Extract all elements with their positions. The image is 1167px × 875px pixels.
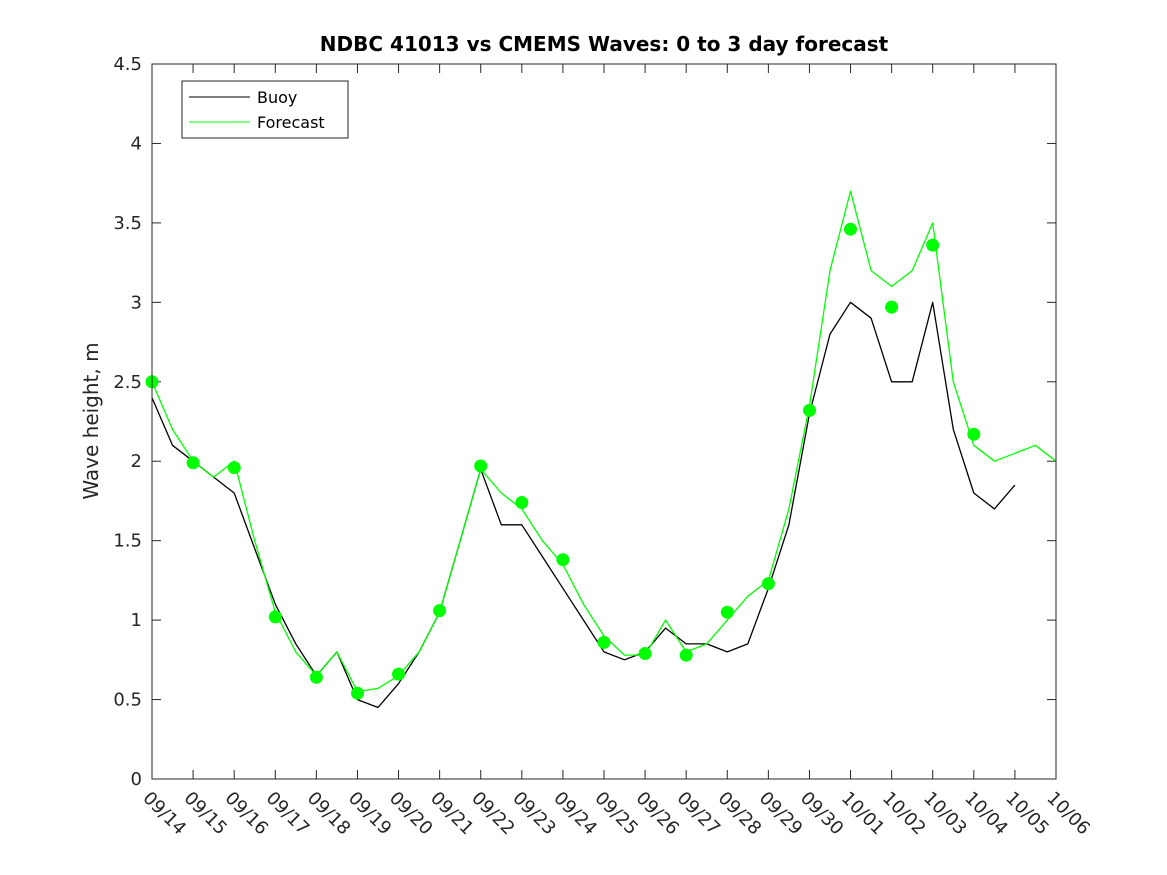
forecast-start-marker — [803, 403, 816, 417]
forecast-start-marker — [967, 427, 981, 441]
y-tick-label: 0.5 — [113, 690, 142, 711]
forecast-start-marker — [186, 456, 200, 470]
y-tick-label: 4.5 — [113, 54, 142, 75]
forecast-start-marker — [761, 577, 775, 591]
legend-buoy-label: Buoy — [257, 88, 297, 107]
legend-box — [181, 80, 349, 139]
forecast-start-marker — [515, 496, 529, 509]
forecast-start-marker — [885, 300, 899, 314]
forecast-start-marker — [351, 686, 364, 700]
forecast-start-marker — [556, 553, 570, 567]
y-tick-label: 0 — [131, 769, 142, 790]
y-tick-label: 3.5 — [113, 213, 142, 234]
y-tick-label: 2 — [131, 451, 142, 472]
legend-forecast-label: Forecast — [257, 113, 325, 132]
legend: Buoy Forecast — [181, 80, 349, 139]
forecast-start-marker — [433, 604, 447, 618]
forecast-start-marker — [227, 461, 241, 475]
axes-frame — [151, 63, 1057, 780]
forecast-start-marker — [720, 605, 734, 619]
y-axis-label: Wave height, m — [79, 342, 103, 499]
forecast-start-marker — [268, 610, 282, 624]
forecast-start-marker — [392, 667, 405, 681]
forecast-start-marker — [474, 459, 488, 473]
buoy-series-line — [151, 301, 1016, 709]
y-tick-label: 1.5 — [113, 531, 142, 552]
forecast-start-marker — [597, 635, 611, 649]
forecast-start-marker — [638, 647, 652, 660]
chart-title: NDBC 41013 vs CMEMS Waves: 0 to 3 day fo… — [320, 32, 889, 56]
y-tick-label: 3 — [131, 292, 142, 313]
y-tick-label: 4 — [131, 133, 142, 154]
forecast-start-marker — [309, 670, 323, 684]
forecast-start-marker — [926, 238, 940, 252]
y-tick-label: 2.5 — [113, 372, 142, 393]
forecast-start-marker — [844, 222, 857, 236]
y-tick-label: 1 — [131, 610, 142, 631]
forecast-start-marker — [679, 648, 693, 662]
